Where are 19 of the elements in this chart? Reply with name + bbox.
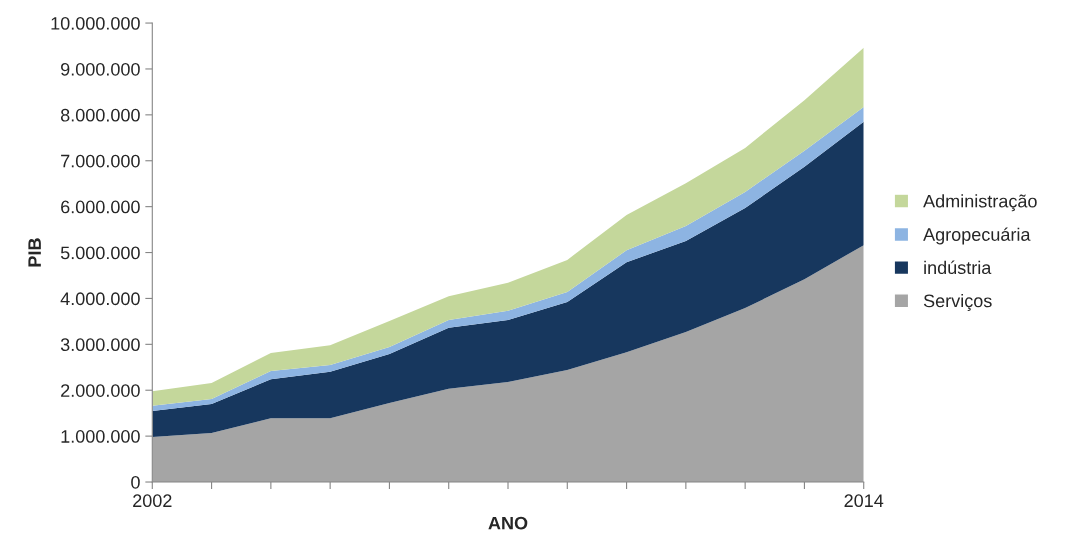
y-tick-label: 0 (131, 475, 140, 489)
y-tick-label: 8.000.000 (60, 108, 140, 122)
y-tick-label: 2.000.000 (61, 384, 140, 397)
x-tick-label: 2014 (844, 494, 884, 508)
y-tick-label: 4.000.000 (60, 292, 140, 306)
y-tick-label: 9.000.000 (61, 62, 140, 76)
x-axis-title: ANO (488, 516, 528, 530)
x-tick-label: 2002 (133, 494, 172, 508)
legend-label: indústria (924, 260, 992, 275)
y-tick-label: 1.000.000 (61, 430, 140, 443)
y-tick-label: 6.000.000 (61, 200, 140, 214)
legend-label: Serviços (923, 294, 992, 311)
legend-label: Agropecuária (923, 227, 1031, 245)
legend-label: Administração (923, 194, 1037, 212)
y-tick-label: 5.000.000 (60, 246, 140, 260)
y-tick-label: 7.000.000 (61, 154, 140, 168)
y-tick-label: 10.000.000 (51, 16, 140, 30)
y-tick-label: 3.000.000 (60, 338, 140, 352)
y-axis-title: PIB (28, 238, 41, 267)
